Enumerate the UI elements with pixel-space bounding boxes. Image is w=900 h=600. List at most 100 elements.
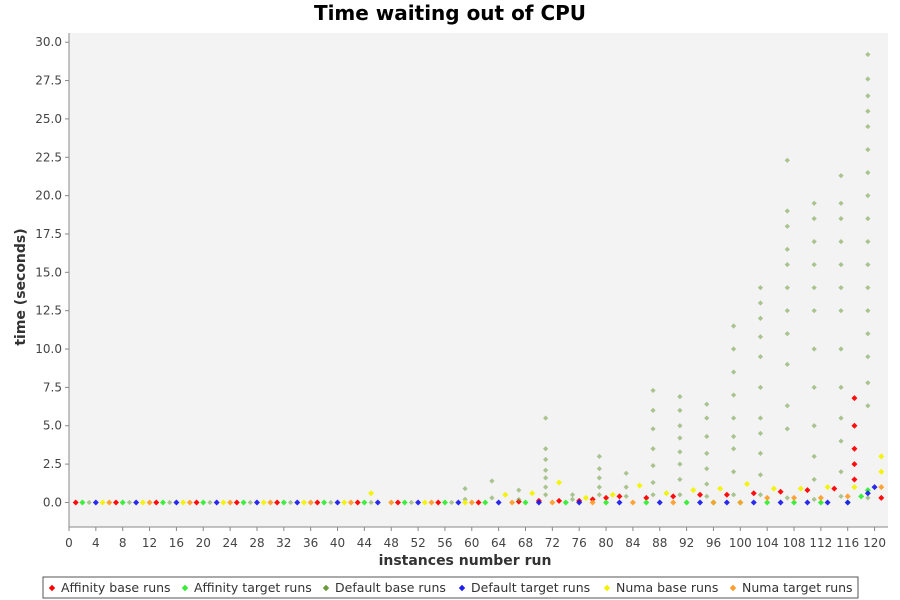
data-point-default-base: [838, 200, 844, 206]
legend: Affinity base runs Affinity target runs De…: [48, 580, 853, 595]
data-point-affinity-base: [831, 485, 838, 492]
data-point-default-target: [656, 499, 663, 506]
data-point-default-base: [757, 354, 764, 360]
data-point-default-target: [133, 499, 140, 506]
data-point-numa-target: [186, 499, 193, 506]
data-point-affinity-base: [851, 476, 858, 483]
data-point-numa-base: [744, 481, 751, 488]
x-axis-ticks: 0 4 8 12 16 20 24 28 32 36 40 44 48 52 56 60 64 68 72 76 80 8…: [65, 527, 886, 550]
legend-label: Default target runs: [471, 580, 590, 595]
y-tick-label: 2.5: [43, 457, 62, 471]
data-point-affinity-base: [193, 499, 200, 506]
data-point-default-base: [865, 331, 871, 337]
data-point-numa-base: [99, 499, 106, 506]
data-point-numa-base: [690, 487, 697, 494]
data-point-default-base: [489, 495, 495, 501]
y-tick-label: 15.0: [35, 265, 62, 279]
data-point-default-base: [865, 123, 871, 130]
data-point-default-base: [126, 499, 133, 506]
x-axis-label: instances number run: [379, 553, 552, 569]
data-point-default-base: [838, 216, 844, 222]
data-point-numa-base: [770, 485, 777, 492]
data-point-affinity-base: [851, 461, 858, 468]
data-point-default-base: [784, 495, 790, 501]
data-point-default-target: [723, 499, 730, 506]
data-point-default-base: [677, 476, 683, 483]
data-point-default-base: [704, 415, 710, 421]
data-point-default-base: [811, 216, 817, 222]
data-point-affinity-target: [864, 487, 871, 494]
data-point-default-base: [623, 470, 629, 476]
data-point-default-base: [704, 433, 710, 440]
data-point-default-base: [865, 76, 871, 82]
data-point-numa-base: [663, 490, 670, 497]
data-point-default-base: [838, 262, 844, 268]
data-point-default-base: [328, 499, 334, 506]
data-point-default-base: [838, 384, 844, 390]
data-point-default-target: [253, 499, 260, 506]
data-point-default-base: [704, 493, 710, 499]
data-point-default-target: [374, 499, 381, 506]
data-point-affinity-target: [119, 499, 126, 506]
x-tick-label: 56: [437, 536, 452, 550]
data-point-default-target: [213, 499, 220, 506]
data-point-default-target: [871, 484, 878, 491]
x-tick-label: 80: [598, 536, 613, 550]
data-point-affinity-base: [851, 445, 858, 452]
data-point-default-base: [596, 484, 602, 490]
data-point-default-base: [865, 146, 871, 153]
data-point-default-base: [757, 472, 764, 478]
data-point-affinity-base: [643, 494, 650, 501]
data-point-numa-base: [139, 499, 146, 506]
data-point-default-base: [704, 450, 710, 456]
data-point-affinity-target: [562, 499, 569, 506]
x-tick-label: 16: [169, 536, 184, 550]
data-point-default-base: [730, 392, 737, 398]
data-point-default-base: [865, 51, 871, 58]
data-point-affinity-base: [723, 491, 730, 498]
data-point-affinity-base: [697, 491, 704, 498]
data-point-default-base: [596, 492, 602, 498]
data-point-numa-base: [529, 490, 536, 497]
x-tick-label: 108: [783, 536, 806, 550]
data-point-numa-base: [582, 494, 589, 501]
data-point-default-base: [650, 479, 656, 486]
data-point-numa-target: [791, 494, 798, 501]
x-tick-label: 8: [119, 536, 127, 550]
data-point-numa-base: [220, 499, 227, 506]
data-point-affinity-target: [817, 499, 824, 506]
data-point-affinity-target: [522, 499, 529, 506]
data-point-numa-target: [670, 499, 677, 506]
data-point-default-base: [811, 423, 817, 429]
x-tick-label: 44: [357, 536, 372, 550]
data-point-affinity-target: [791, 499, 798, 506]
x-tick-label: 4: [92, 536, 100, 550]
y-tick-label: 25.0: [35, 112, 62, 126]
x-tick-label: 60: [464, 536, 479, 550]
data-point-default-base: [811, 200, 817, 206]
data-point-default-base: [757, 315, 764, 321]
x-tick-label: 72: [545, 536, 560, 550]
data-point-default-target: [334, 499, 341, 506]
data-point-affinity-base: [603, 494, 610, 501]
data-point-default-base: [811, 285, 817, 291]
legend-marker: [458, 584, 466, 592]
data-point-default-base: [811, 453, 817, 460]
data-point-numa-target: [878, 484, 885, 491]
x-tick-label: 64: [491, 536, 506, 550]
data-point-affinity-base: [274, 499, 281, 506]
data-point-default-target: [777, 499, 784, 506]
x-tick-label: 116: [836, 536, 859, 550]
x-tick-label: 104: [756, 536, 779, 550]
data-point-affinity-base: [777, 488, 784, 495]
data-point-affinity-base: [556, 497, 563, 504]
data-point-numa-base: [502, 491, 509, 498]
legend-label: Default base runs: [335, 580, 446, 595]
data-point-numa-base: [851, 484, 858, 491]
data-point-default-target: [750, 499, 757, 506]
data-point-default-base: [543, 415, 549, 421]
data-point-default-base: [757, 430, 764, 437]
data-point-default-base: [757, 450, 764, 456]
data-point-default-base: [784, 426, 790, 432]
data-point-numa-target: [347, 499, 354, 506]
